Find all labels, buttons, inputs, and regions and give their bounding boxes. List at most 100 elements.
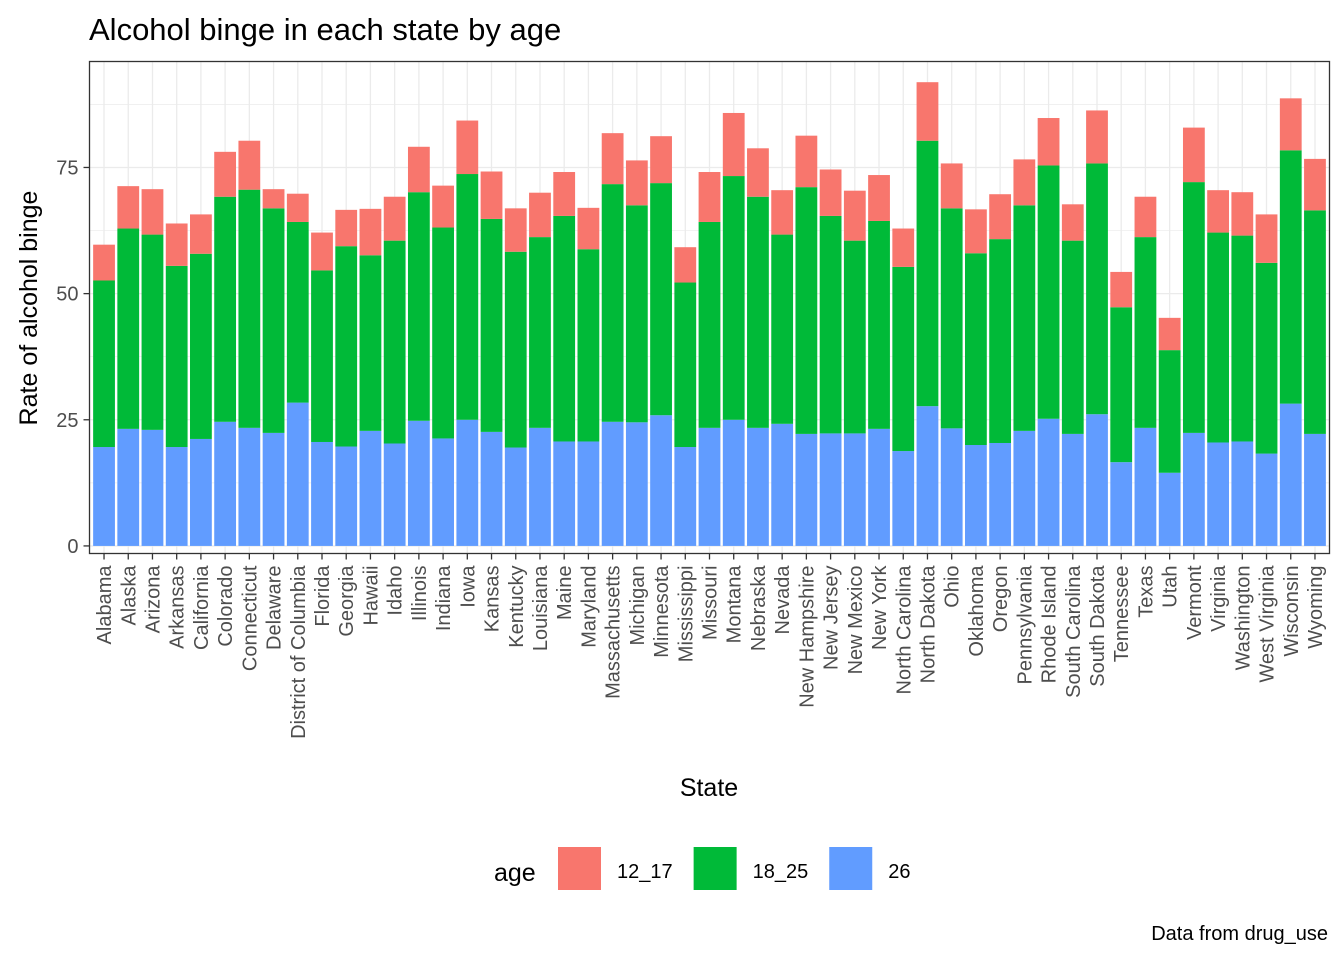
x-tick-label: North Carolina	[893, 565, 915, 695]
bar-new-hampshire-26	[795, 433, 818, 546]
bar-indiana-18-25	[432, 227, 454, 439]
bar-stack-nevada	[771, 190, 794, 546]
y-tick-label: 25	[56, 410, 78, 432]
bar-kentucky-12-17	[504, 208, 527, 252]
bar-hawaii-26	[359, 430, 382, 546]
bar-mississippi-26	[674, 447, 697, 546]
bar-new-mexico-12-17	[843, 190, 866, 241]
x-tick-label: Pennsylvania	[1014, 565, 1036, 685]
bar-louisiana-18-25	[529, 237, 551, 428]
bar-rhode-island-12-17	[1037, 118, 1060, 166]
bar-missouri-12-17	[698, 172, 721, 222]
bar-new-york-18-25	[868, 220, 890, 429]
bar-colorado-12-17	[214, 151, 237, 197]
x-tick-label: Michigan	[627, 566, 649, 646]
bar-arkansas-18-25	[165, 265, 188, 448]
bar-wyoming-12-17	[1304, 158, 1326, 211]
bar-stack-massachusetts	[601, 133, 624, 546]
chart-caption: Data from drug_use	[1151, 923, 1328, 945]
x-tick-label: Arizona	[142, 565, 164, 634]
legend-label: 12_17	[617, 861, 673, 883]
bar-stack-new-hampshire	[795, 135, 818, 546]
legend-item-12-17: 12_17	[558, 847, 673, 890]
bar-stack-connecticut	[238, 140, 261, 546]
bar-virginia-18-25	[1207, 232, 1229, 443]
bar-kansas-12-17	[480, 171, 503, 219]
bar-stack-oregon	[989, 194, 1012, 546]
bar-minnesota-12-17	[650, 136, 672, 184]
legend-swatch	[558, 847, 601, 890]
bar-ohio-26	[940, 428, 963, 546]
bar-kentucky-26	[504, 447, 527, 546]
legend: age 12_17 18_25 26	[494, 847, 911, 890]
x-tick-label: Utah	[1160, 566, 1182, 608]
bar-illinois-26	[407, 420, 430, 546]
bar-iowa-18-25	[456, 174, 479, 420]
x-tick-label: North Dakota	[917, 565, 939, 684]
x-tick-label: District of Columbia	[288, 565, 310, 739]
bar-maryland-18-25	[577, 249, 600, 442]
bar-stack-arkansas	[165, 223, 188, 546]
bar-vermont-12-17	[1182, 127, 1205, 183]
bar-idaho-18-25	[383, 240, 406, 444]
bar-kentucky-18-25	[504, 251, 527, 448]
bar-georgia-12-17	[335, 209, 358, 247]
bar-west-virginia-26	[1255, 453, 1278, 546]
bar-stack-idaho	[383, 196, 406, 546]
bar-vermont-26	[1182, 432, 1205, 546]
bar-arizona-26	[141, 429, 164, 546]
bar-oklahoma-26	[965, 445, 987, 546]
legend-swatch	[829, 847, 873, 890]
bar-maine-26	[553, 441, 576, 546]
bar-missouri-26	[698, 427, 721, 546]
x-tick-label: Kansas	[482, 566, 504, 633]
bar-alabama-18-25	[93, 280, 115, 448]
bar-texas-26	[1134, 427, 1157, 546]
bar-stack-alaska	[117, 186, 140, 546]
bar-stack-tennessee	[1110, 271, 1133, 546]
bar-wisconsin-26	[1279, 403, 1302, 546]
x-tick-label: Maryland	[578, 566, 600, 648]
bar-stack-louisiana	[529, 192, 551, 546]
bar-stack-new-york	[868, 175, 890, 546]
bar-oregon-18-25	[989, 239, 1012, 443]
bar-arizona-12-17	[141, 189, 164, 235]
x-tick-label: New York	[869, 565, 891, 650]
bar-alaska-26	[117, 428, 140, 546]
x-tick-label: Wyoming	[1305, 566, 1327, 649]
legend-item-18-25: 18_25	[693, 847, 808, 890]
bar-stack-nebraska	[747, 148, 769, 546]
bar-maryland-26	[577, 441, 600, 546]
bar-georgia-26	[335, 446, 358, 546]
bar-stack-ohio	[940, 163, 963, 546]
bar-nebraska-12-17	[747, 148, 769, 197]
x-tick-label: Arkansas	[167, 566, 189, 649]
bar-stack-wisconsin	[1279, 98, 1302, 546]
x-tick-label: Oregon	[990, 566, 1012, 633]
x-tick-label: South Dakota	[1087, 565, 1109, 687]
bar-stack-maryland	[577, 207, 600, 546]
bar-south-carolina-26	[1061, 433, 1084, 546]
bar-north-carolina-12-17	[892, 228, 915, 267]
bar-ohio-12-17	[940, 163, 963, 209]
bar-new-york-12-17	[868, 175, 890, 221]
bar-connecticut-12-17	[238, 140, 261, 190]
bar-south-dakota-12-17	[1086, 110, 1108, 164]
bar-michigan-12-17	[625, 160, 648, 206]
bar-iowa-12-17	[456, 120, 479, 175]
bar-arkansas-26	[165, 447, 188, 546]
bar-michigan-26	[625, 422, 648, 546]
bar-tennessee-18-25	[1110, 307, 1133, 463]
legend-label: 26	[888, 861, 910, 883]
x-tick-label: New Jersey	[821, 566, 843, 670]
bar-maryland-12-17	[577, 207, 600, 250]
bar-stack-delaware	[262, 189, 285, 546]
bar-new-york-26	[868, 428, 890, 546]
bar-new-hampshire-12-17	[795, 135, 818, 188]
x-tick-label: Louisiana	[530, 565, 552, 652]
bar-north-dakota-26	[916, 406, 939, 546]
bar-stack-south-dakota	[1086, 110, 1108, 546]
x-tick-label: Washington	[1232, 566, 1254, 671]
bar-montana-26	[722, 419, 745, 546]
